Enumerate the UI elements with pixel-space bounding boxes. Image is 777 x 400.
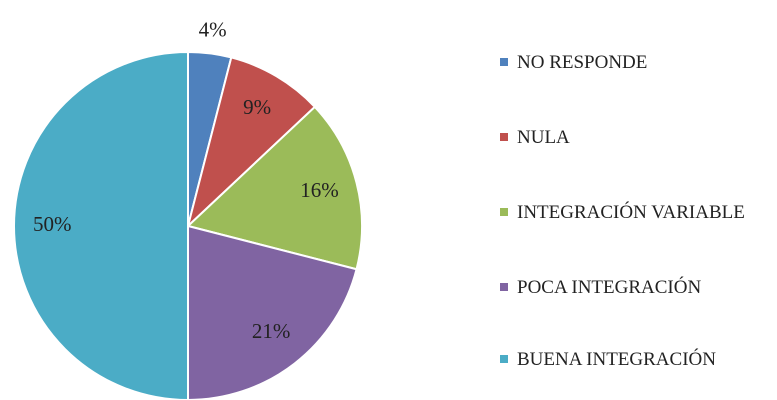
legend-label: NULA bbox=[517, 127, 570, 148]
legend-swatch bbox=[500, 283, 508, 291]
pie-slice bbox=[187, 224, 358, 400]
data-label: 9% bbox=[243, 95, 271, 119]
pie-slice bbox=[185, 105, 363, 271]
data-label: 50% bbox=[33, 212, 72, 236]
legend-item: BUENA INTEGRACIÓN bbox=[500, 347, 747, 373]
legend-item: NO RESPONDE bbox=[500, 50, 747, 76]
legend-label: INTEGRACIÓN VARIABLE bbox=[517, 202, 745, 223]
data-label: 21% bbox=[252, 319, 291, 343]
data-label: 4% bbox=[199, 17, 227, 41]
pie-slice bbox=[186, 56, 317, 230]
legend-label: BUENA INTEGRACIÓN bbox=[517, 349, 716, 370]
legend-swatch bbox=[500, 355, 508, 363]
legend-swatch bbox=[500, 133, 508, 141]
legend-swatch bbox=[500, 208, 508, 216]
legend-swatch bbox=[500, 58, 508, 66]
legend-item: INTEGRACIÓN VARIABLE bbox=[500, 200, 747, 226]
legend-item: NULA bbox=[500, 125, 747, 151]
chart: 4% 9% 16% 21% 50% bbox=[13, 17, 363, 400]
legend-item: POCA INTEGRACIÓN bbox=[500, 275, 701, 301]
legend-label: POCA INTEGRACIÓN bbox=[517, 277, 702, 298]
pie-slice bbox=[13, 50, 189, 400]
data-label: 16% bbox=[300, 178, 339, 202]
legend-label: NO RESPONDE bbox=[517, 52, 648, 73]
legend: NO RESPONDE NULA INTEGRACIÓN VARIABLE POCA … bbox=[500, 0, 777, 400]
